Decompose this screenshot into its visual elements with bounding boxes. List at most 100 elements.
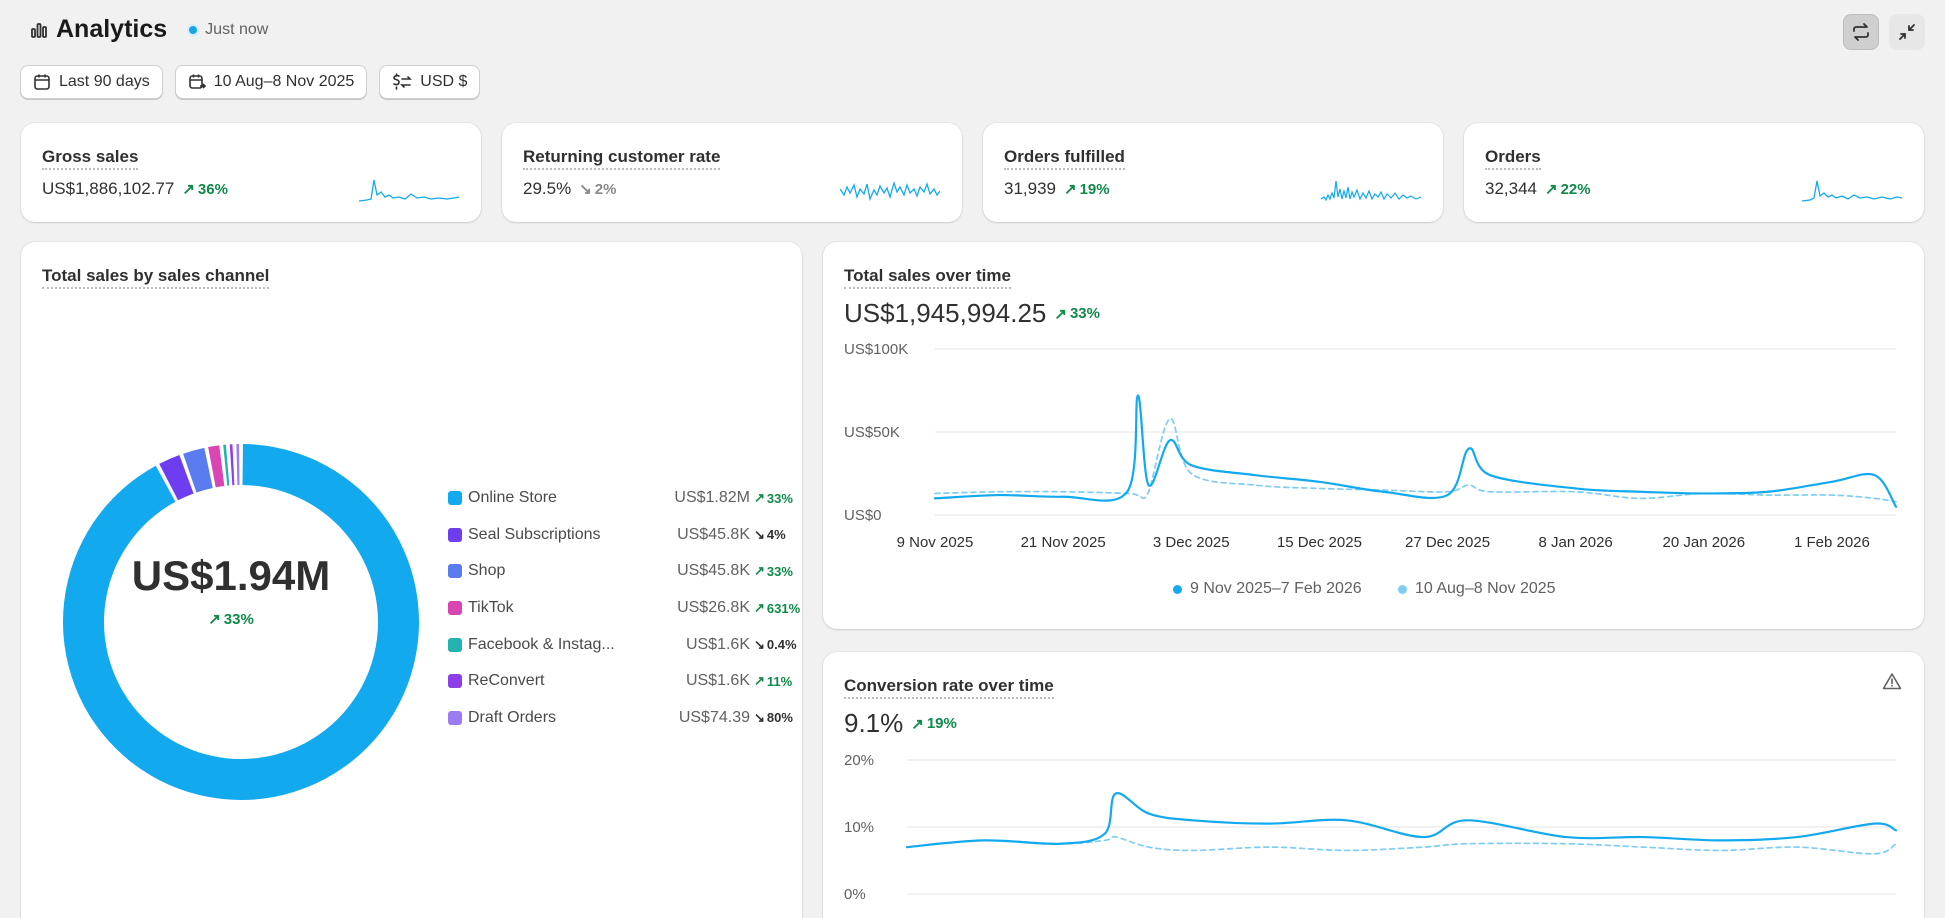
legend-row[interactable]: Online Store US$1.82M ↗ 33% [448, 480, 800, 517]
legend-row[interactable]: Draft Orders US$74.39 ↘ 80% [448, 700, 800, 737]
series-current-line[interactable] [905, 792, 1898, 849]
series-previous-line[interactable] [906, 835, 1897, 855]
channel-value: US$1.82M [674, 489, 750, 507]
arrow-down-right-icon: ↘ [754, 526, 765, 542]
metric-title: Orders [1485, 147, 1541, 170]
date-range-label: Last 90 days [59, 73, 150, 90]
live-status: Just now [187, 21, 268, 39]
arrow-up-right-icon: ↗ [754, 563, 765, 579]
currency-button[interactable]: USD $ [379, 65, 481, 99]
series-previous-line[interactable] [934, 417, 1897, 503]
donut-slice-tiktok[interactable] [208, 445, 225, 488]
donut-slice-shop[interactable] [183, 447, 213, 493]
metric-card-orders[interactable]: Orders 32,344 ↗ 22% [1464, 123, 1924, 222]
metric-card-orders-fulfilled[interactable]: Orders fulfilled 31,939 ↗ 19% [983, 123, 1443, 222]
compare-dates-button[interactable]: 10 Aug–8 Nov 2025 [174, 65, 368, 99]
donut-slice-draft-orders[interactable] [236, 444, 240, 486]
arrow-up-right-icon: ↗ [1545, 181, 1558, 198]
filter-bar: Last 90 days 10 Aug–8 Nov 2025 USD $ [20, 65, 481, 99]
card-title[interactable]: Total sales by sales channel [42, 266, 270, 289]
channel-delta-value: 80% [766, 710, 793, 726]
donut-total: US$1.94M [131, 552, 331, 599]
metric-card-gross-sales[interactable]: Gross sales US$1,886,102.77 ↗ 36% [21, 123, 481, 222]
channel-name: TikTok [468, 599, 514, 617]
channel-value: US$45.8K [677, 525, 750, 543]
legend-swatch [448, 491, 462, 506]
channel-delta: ↗ 33% [754, 563, 800, 579]
card-title[interactable]: Conversion rate over time [844, 676, 1054, 699]
metric-delta: ↘ 2% [579, 180, 617, 199]
y-tick-label: US$50K [844, 424, 900, 441]
conversion-total: 9.1% [844, 708, 904, 738]
metric-card-returning-customer-rate[interactable]: Returning customer rate 29.5% ↘ 2% [502, 123, 962, 222]
sales-total-row: US$1,945,994.25 ↗ 33% [844, 298, 1100, 329]
exit-fullscreen-button[interactable] [1889, 14, 1925, 50]
card-title[interactable]: Total sales over time [844, 266, 1011, 289]
metric-value: 32,344 [1485, 179, 1537, 198]
conversion-delta-value: 19% [926, 715, 957, 732]
legend-previous[interactable]: 10 Aug–8 Nov 2025 [1398, 580, 1556, 598]
x-tick-label: 20 Jan 2026 [1663, 534, 1746, 551]
donut-slice-seal-subscriptions[interactable] [159, 455, 194, 501]
legend-row[interactable]: Seal Subscriptions US$45.8K ↘ 4% [448, 517, 800, 554]
channel-name: Shop [468, 562, 506, 580]
top-bar: Analytics Just now [20, 12, 1925, 50]
sales-channel-donut [62, 444, 419, 800]
channel-name: Online Store [468, 489, 557, 507]
metric-delta-value: 2% [594, 180, 617, 198]
channel-value: US$26.8K [677, 599, 750, 617]
channel-name: ReConvert [468, 672, 545, 690]
date-range-button[interactable]: Last 90 days [20, 65, 163, 99]
channel-delta: ↘ 80% [754, 710, 800, 726]
sparkline-returning-customer-rate [840, 180, 940, 202]
legend-row[interactable]: ReConvert US$1.6K ↗ 11% [448, 663, 800, 700]
compare-toggle-button[interactable] [1843, 14, 1879, 50]
legend-row[interactable]: TikTok US$26.8K ↗ 631% [448, 590, 800, 627]
donut-center: US$1.94M ↗ 33% [21, 552, 441, 629]
conversion-rate-chart[interactable]: 0% 10% 20% [823, 652, 1924, 918]
series-current-line[interactable] [933, 394, 1898, 508]
x-tick-label: 1 Feb 2026 [1794, 534, 1870, 551]
sales-by-channel-card: Total sales by sales channel US$1.94M ↗ 3… [21, 242, 802, 918]
conversion-rate-card: Conversion rate over time 9.1% ↗ 19% 0% 10… [823, 652, 1924, 918]
sales-over-time-chart[interactable]: US$0 US$50K US$100K 9 Nov 2025 21 Nov 2025 3 … [823, 242, 1924, 562]
bar-chart-icon [31, 22, 47, 38]
channel-value: US$74.39 [678, 708, 750, 726]
page-title: Analytics [56, 15, 168, 43]
arrow-up-right-icon: ↗ [182, 181, 195, 198]
legend-current[interactable]: 9 Nov 2025–7 Feb 2026 [1173, 580, 1362, 598]
metric-delta: ↗ 19% [1064, 180, 1110, 199]
channel-delta: ↘ 4% [754, 527, 800, 543]
live-dot-icon [187, 23, 200, 36]
channel-delta-value: 4% [766, 527, 786, 543]
metric-title: Gross sales [42, 147, 139, 170]
metric-value-row: 29.5% ↘ 2% [523, 179, 616, 199]
donut-slice-reconvert[interactable] [229, 444, 235, 486]
y-tick-label: US$0 [844, 507, 882, 524]
donut-total-delta-value: 33% [223, 610, 254, 628]
legend-current-dot [1173, 584, 1182, 594]
channel-value: US$1.6K [685, 672, 750, 690]
x-tick-label: 8 Jan 2026 [1539, 534, 1613, 551]
x-tick-label: 15 Dec 2025 [1277, 534, 1362, 551]
legend-row[interactable]: Shop US$45.8K ↗ 33% [448, 553, 800, 590]
legend-swatch [448, 674, 462, 689]
repeat-icon [1853, 23, 1869, 41]
metric-delta: ↗ 36% [182, 180, 228, 199]
arrow-up-right-icon: ↗ [754, 490, 765, 506]
currency-label: USD $ [420, 73, 468, 90]
channel-delta-value: 0.4% [766, 637, 797, 653]
sparkline-gross-sales [359, 179, 459, 202]
metric-title: Orders fulfilled [1004, 147, 1125, 170]
x-tick-label: 3 Dec 2025 [1153, 534, 1230, 551]
channel-delta-value: 33% [766, 490, 793, 506]
x-tick-label: 21 Nov 2025 [1021, 534, 1106, 551]
x-tick-label: 27 Dec 2025 [1405, 534, 1490, 551]
metric-delta-value: 22% [1560, 180, 1591, 198]
sparkline-line [1802, 180, 1902, 202]
warning-icon[interactable] [1882, 672, 1902, 690]
donut-slice-facebook-instag[interactable] [223, 444, 230, 486]
legend-row[interactable]: Facebook & Instag... US$1.6K ↘ 0.4% [448, 626, 800, 663]
compare-dates-label: 10 Aug–8 Nov 2025 [213, 73, 355, 90]
sales-total: US$1,945,994.25 [844, 298, 1047, 328]
